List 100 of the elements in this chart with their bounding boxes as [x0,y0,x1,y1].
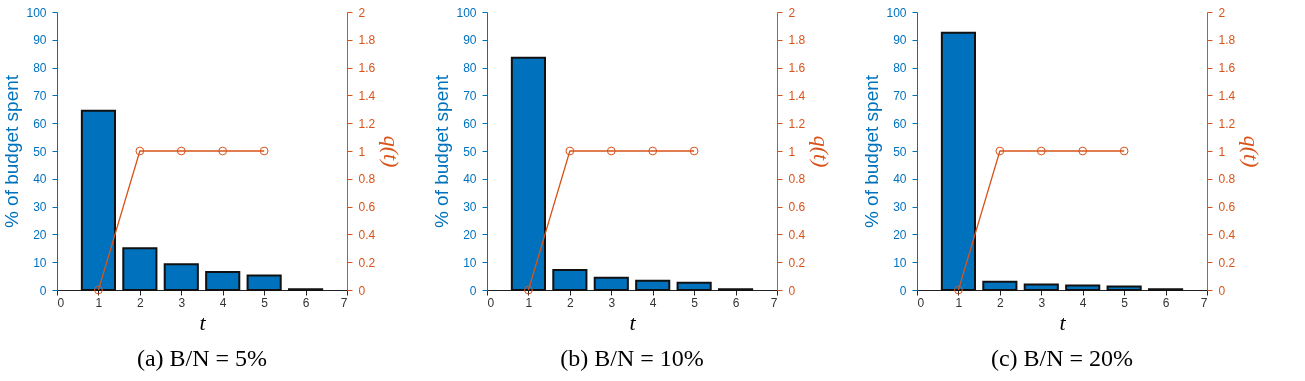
y-tick-label: 30 [893,200,907,215]
y2-tick-label: 0.8 [1218,172,1236,187]
y2-tick-label: 0 [1218,283,1226,298]
y-tick-label: 60 [33,116,47,131]
y-tick-label: 60 [463,116,477,131]
bar [1023,283,1059,291]
y2-tick-label: 1 [788,144,796,159]
y-tick-label: 30 [33,200,47,215]
y-tick-label: 20 [893,227,907,242]
y2-tick-label: 0.2 [1218,255,1236,270]
y2-tick-label: 1.4 [1218,88,1236,103]
y-tick-label: 10 [33,255,47,270]
y-tick-label: 70 [463,88,477,103]
y-tick-label: 90 [33,33,47,48]
y-tick-label: 0 [899,283,907,298]
x-tick-label: 3 [1038,295,1046,310]
y2-tick-label: 2 [1218,5,1226,20]
x-tick-label: 4 [1079,295,1087,310]
text: (c) B/N = 20% [990,345,1134,371]
x-tick-label: 7 [1200,295,1208,310]
text: (a) B/N = 5% [136,345,268,371]
y2-tick-label: 0.4 [1218,227,1236,242]
y2-tick-label: 1.2 [788,116,806,131]
y2-tick-label: 2 [358,5,366,20]
bar [122,247,158,291]
y2-axis-title: q(t) [809,135,835,168]
y-tick-label: 30 [463,200,477,215]
bar [593,276,629,291]
y-tick-label: 70 [893,88,907,103]
x-tick-label: 3 [608,295,616,310]
y2-tick-label: 1.6 [788,61,806,76]
x-tick-label: 5 [1121,295,1129,310]
y2-tick-label: 2 [788,5,796,20]
x-tick-label: 1 [525,295,533,310]
bar [940,31,976,291]
y2-tick-label: 0.4 [358,227,376,242]
x-axis-title: t [199,309,207,335]
y2-tick-label: 0.8 [358,172,376,187]
y2-tick-label: 1 [358,144,366,159]
x-axis-title: t [1059,309,1067,335]
bar [163,263,199,291]
x-tick-label: 4 [649,295,657,310]
y-tick-label: 100 [886,5,907,20]
y2-tick-label: 1.2 [1218,116,1236,131]
y-tick-label: 60 [893,116,907,131]
y-tick-label: 80 [893,61,907,76]
y-tick-label: 90 [893,33,907,48]
y2-tick-label: 0.8 [788,172,806,187]
x-tick-label: 5 [691,295,699,310]
y2-tick-label: 1.8 [358,33,376,48]
x-tick-label: 5 [261,295,269,310]
bar [635,279,671,291]
bar [246,274,282,291]
y-tick-label: 50 [893,144,907,159]
y2-tick-label: 1.6 [358,61,376,76]
y-tick-label: 20 [33,227,47,242]
y2-tick-label: 0 [358,283,366,298]
y2-tick-label: 0.2 [358,255,376,270]
x-tick-label: 4 [219,295,227,310]
x-tick-label: 3 [178,295,186,310]
bar [510,56,546,291]
y-tick-label: 0 [39,283,47,298]
x-tick-label: 6 [1162,295,1170,310]
bar [552,268,588,291]
y-tick-label: 90 [463,33,477,48]
x-tick-label: 2 [567,295,575,310]
y2-axis-title: q(t) [1239,135,1265,168]
y-axis-title: % of budget spent [431,74,453,229]
x-tick-label: 6 [732,295,740,310]
y-tick-label: 80 [463,61,477,76]
y2-axis-title: q(t) [379,135,405,168]
y-tick-label: 100 [456,5,477,20]
y-tick-label: 80 [33,61,47,76]
y2-tick-label: 1.8 [1218,33,1236,48]
bar [1106,285,1142,291]
y2-tick-label: 0 [788,283,796,298]
bar [676,281,712,291]
x-tick-label: 2 [997,295,1005,310]
y-tick-label: 40 [33,172,47,187]
bar [205,270,241,291]
y2-tick-label: 1 [1218,144,1226,159]
x-tick-label: 7 [770,295,778,310]
y-tick-label: 100 [26,5,47,20]
x-tick-label: 1 [95,295,103,310]
text: (b) B/N = 10% [560,345,704,371]
bar [80,109,116,291]
y-tick-label: 40 [463,172,477,187]
x-axis-title: t [629,309,637,335]
y2-tick-label: 0.4 [788,227,806,242]
y-axis-title: % of budget spent [1,74,23,229]
y-tick-label: 20 [463,227,477,242]
x-tick-label: 0 [487,295,495,310]
y2-tick-label: 1.6 [1218,61,1236,76]
y-tick-label: 40 [893,172,907,187]
y-tick-label: 10 [463,255,477,270]
y2-tick-label: 1.4 [358,88,376,103]
y2-tick-label: 1.4 [788,88,806,103]
y-tick-label: 50 [463,144,477,159]
x-tick-label: 0 [917,295,925,310]
y-tick-label: 70 [33,88,47,103]
